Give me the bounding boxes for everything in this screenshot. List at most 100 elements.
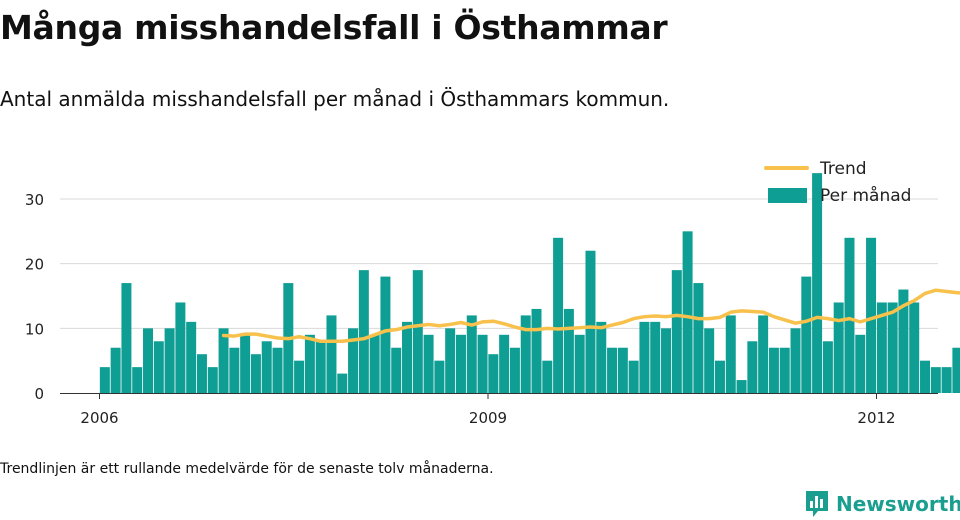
bar xyxy=(455,334,466,393)
bar xyxy=(855,334,866,393)
bar xyxy=(121,283,132,393)
bar xyxy=(930,367,941,393)
bar-chart-speech-bubble-icon xyxy=(806,491,828,517)
bar xyxy=(229,347,240,393)
bar xyxy=(952,347,960,393)
bar xyxy=(542,360,553,393)
bar xyxy=(369,334,380,393)
bar xyxy=(337,373,348,393)
bar xyxy=(693,283,704,393)
bar xyxy=(358,270,369,393)
bar xyxy=(488,354,499,393)
bar xyxy=(520,315,531,393)
legend-bars-swatch xyxy=(768,188,807,203)
bar xyxy=(499,334,510,393)
bar xyxy=(639,321,650,393)
bar xyxy=(445,328,456,393)
bar xyxy=(585,250,596,393)
bar xyxy=(348,328,359,393)
bar xyxy=(617,347,628,393)
bar xyxy=(607,347,618,393)
bar xyxy=(423,334,434,393)
bar xyxy=(790,328,801,393)
bar xyxy=(758,315,769,393)
bar xyxy=(650,321,661,393)
bar xyxy=(822,341,833,393)
x-tick-label: 2006 xyxy=(80,409,118,427)
bar xyxy=(812,173,823,393)
bar xyxy=(920,360,931,393)
bar xyxy=(240,334,251,393)
bar xyxy=(736,380,747,393)
bar xyxy=(175,302,186,393)
legend-trend-label: Trend xyxy=(819,159,867,179)
chart-footnote: Trendlinjen är ett rullande medelvärde f… xyxy=(0,461,494,477)
bar xyxy=(768,347,779,393)
bar xyxy=(132,367,143,393)
x-axis: 2006200920122015201820212024 xyxy=(60,393,938,427)
bar xyxy=(509,347,520,393)
bar xyxy=(909,302,920,393)
bar xyxy=(196,354,207,393)
y-tick-label: 10 xyxy=(25,320,44,338)
bar xyxy=(682,231,693,393)
bar xyxy=(661,328,672,393)
trend-series xyxy=(221,288,960,344)
y-tick-label: 0 xyxy=(34,385,44,403)
bar xyxy=(941,367,952,393)
trend-line-segment xyxy=(221,288,960,344)
brand-name: Newsworthy xyxy=(836,492,960,516)
bar xyxy=(531,308,542,393)
bar xyxy=(779,347,790,393)
bar xyxy=(315,341,326,393)
bar xyxy=(563,308,574,393)
bar xyxy=(143,328,154,393)
bar xyxy=(99,367,110,393)
bar xyxy=(326,315,337,393)
x-tick-label: 2009 xyxy=(469,409,507,427)
y-tick-label: 20 xyxy=(25,256,44,274)
bar xyxy=(434,360,445,393)
bar xyxy=(714,360,725,393)
bar xyxy=(833,302,844,393)
bar xyxy=(553,237,564,393)
bar xyxy=(844,237,855,393)
bar xyxy=(412,270,423,393)
bar xyxy=(294,360,305,393)
bar xyxy=(218,328,229,393)
bar xyxy=(596,321,607,393)
bar-series xyxy=(99,173,960,393)
bar xyxy=(250,354,261,393)
bar xyxy=(186,321,197,393)
x-tick-label: 2012 xyxy=(857,409,895,427)
chart-title: Många misshandelsfall i Östhammar xyxy=(0,8,668,47)
bar xyxy=(466,315,477,393)
bar xyxy=(304,334,315,393)
newsworthy-logo[interactable]: Newsworthy xyxy=(804,489,960,519)
bar xyxy=(898,289,909,393)
bar xyxy=(725,315,736,393)
bar xyxy=(391,347,402,393)
bar xyxy=(574,334,585,393)
bar xyxy=(887,302,898,393)
y-tick-label: 30 xyxy=(25,191,44,209)
bar xyxy=(380,276,391,393)
bar xyxy=(876,302,887,393)
bar xyxy=(671,270,682,393)
bar xyxy=(628,360,639,393)
chart-subtitle: Antal anmälda misshandelsfall per månad … xyxy=(0,87,670,111)
legend: Trend Per månad xyxy=(764,159,911,206)
legend-bars-label: Per månad xyxy=(820,185,911,206)
bar xyxy=(477,334,488,393)
bar xyxy=(801,276,812,393)
bar xyxy=(261,341,272,393)
bar xyxy=(153,341,164,393)
bar xyxy=(272,347,283,393)
bar xyxy=(110,347,121,393)
bar xyxy=(704,328,715,393)
bar xyxy=(866,237,877,393)
bar xyxy=(207,367,218,393)
bar xyxy=(164,328,175,393)
bar xyxy=(402,321,413,393)
